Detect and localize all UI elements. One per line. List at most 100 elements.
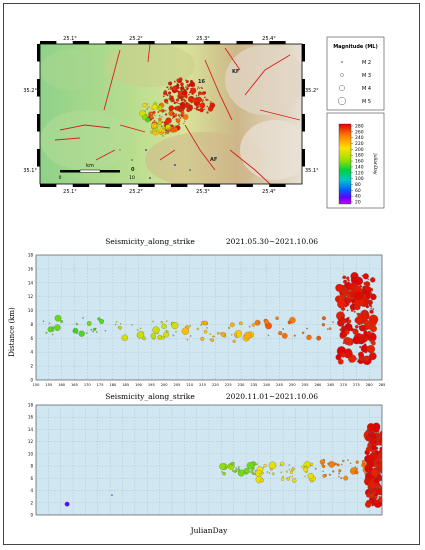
y-tick-label: 2 — [30, 500, 33, 505]
colorbar-tick-label: 20 — [355, 200, 361, 206]
data-point — [339, 333, 343, 337]
map-border-segment — [269, 184, 286, 187]
map-number-label: 16 — [198, 79, 205, 85]
epicenter-point — [157, 111, 160, 113]
data-point — [289, 476, 291, 478]
y-tick-label: 8 — [30, 464, 33, 469]
data-point — [251, 323, 256, 327]
data-point — [114, 323, 117, 326]
data-point — [356, 360, 359, 363]
colorbar-tick-label: 220 — [355, 141, 364, 147]
x-tick-label: 200 — [161, 383, 169, 387]
epicenter-point — [201, 100, 204, 103]
data-point — [48, 322, 51, 324]
map-bottom-lon-label: 25.1° — [63, 189, 77, 195]
data-point — [64, 501, 70, 507]
data-point — [139, 327, 142, 330]
data-point — [292, 478, 297, 483]
epicenter-point — [159, 115, 161, 117]
data-point — [369, 440, 373, 444]
data-point — [340, 477, 343, 480]
data-point — [374, 499, 379, 504]
x-tick-label: 285 — [379, 383, 386, 387]
colorbar-label: JulianDay — [372, 152, 378, 175]
data-point — [343, 475, 349, 481]
data-point — [381, 456, 382, 459]
data-point — [280, 477, 285, 481]
scale-bar-unit: km — [86, 163, 94, 169]
data-point — [378, 473, 380, 476]
epicenter-point — [168, 105, 175, 111]
x-tick-label: 165 — [71, 383, 78, 387]
magnitude-symbol-m2 — [341, 61, 344, 64]
epicenter-point — [195, 105, 199, 109]
epicenter-point — [175, 118, 181, 124]
data-point — [346, 292, 349, 295]
epicenter-point — [161, 134, 164, 137]
data-point — [97, 317, 101, 321]
epicenter-point — [184, 120, 186, 122]
data-point — [301, 465, 305, 469]
data-point — [314, 467, 317, 470]
epicenter-point — [163, 95, 165, 98]
data-point — [95, 331, 98, 333]
data-point — [78, 330, 85, 337]
data-point — [345, 284, 347, 287]
magnitude-legend-item: M 2 — [362, 60, 371, 66]
data-point — [306, 327, 308, 330]
epicenter-point — [204, 108, 206, 110]
data-point — [282, 328, 285, 330]
epicenter-point — [170, 127, 176, 133]
data-point — [332, 321, 334, 323]
data-point — [381, 452, 382, 456]
epicenter-point — [197, 94, 200, 97]
epicenter-point — [188, 93, 190, 96]
x-tick-label: 155 — [45, 383, 52, 387]
data-point — [45, 331, 48, 334]
epicenter-point — [194, 103, 196, 105]
data-point — [142, 336, 146, 341]
data-point — [340, 316, 345, 322]
data-point — [209, 333, 212, 335]
data-point — [237, 469, 245, 477]
epicenter-point — [181, 115, 184, 118]
fault-label-af: AF — [210, 157, 217, 163]
epicenter-point — [150, 112, 153, 115]
scale-bar-tick: 10 — [129, 175, 135, 181]
epicenter-point — [168, 127, 171, 130]
epicenter-point — [177, 87, 180, 89]
epicenter-point — [178, 115, 180, 118]
data-point — [344, 287, 347, 290]
epicenter-point — [185, 79, 187, 81]
data-point — [150, 333, 156, 339]
data-point — [206, 323, 208, 325]
data-point — [335, 354, 342, 361]
data-point — [371, 333, 374, 336]
fault-label-kf: KF — [232, 69, 239, 75]
data-point — [366, 493, 371, 498]
data-point — [189, 325, 192, 327]
data-point — [232, 339, 236, 343]
epicenter-point — [167, 88, 170, 90]
x-tick-label: 255 — [302, 383, 309, 387]
data-point — [119, 323, 122, 325]
data-point — [222, 471, 226, 476]
epicenter-point — [210, 101, 212, 103]
data-point — [365, 281, 371, 287]
data-point — [327, 328, 329, 330]
data-point — [370, 437, 373, 439]
epicenter-point — [199, 102, 206, 109]
epicenter-point — [167, 132, 169, 135]
data-point — [221, 471, 223, 473]
data-point — [370, 325, 377, 333]
map-bottom-lon-label: 25.3° — [196, 189, 210, 195]
data-point — [227, 326, 231, 330]
magnitude-legend-item: M 4 — [362, 86, 371, 92]
epicenter-point — [173, 101, 176, 105]
data-point — [364, 285, 370, 291]
epicenter-point — [202, 99, 204, 101]
map-top-lon-label: 25.3° — [196, 36, 210, 42]
data-point — [235, 467, 237, 469]
data-point — [346, 309, 349, 312]
magnitude-symbol-m5 — [338, 96, 347, 105]
